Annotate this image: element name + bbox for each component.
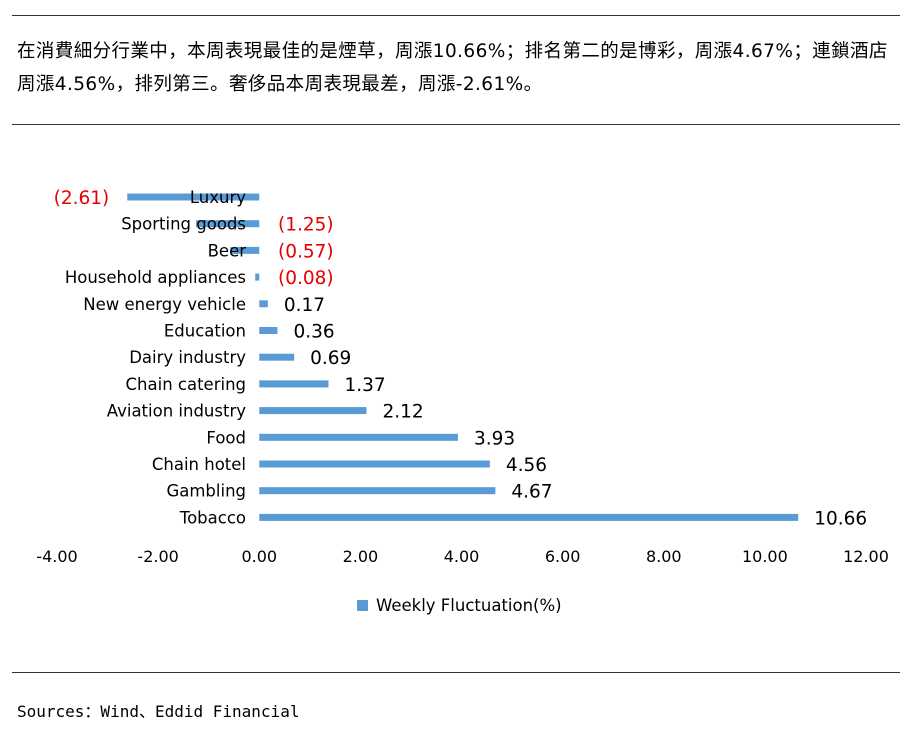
- data-label: 0.17: [284, 295, 325, 316]
- x-tick-label: 4.00: [444, 547, 480, 566]
- legend-label: Weekly Fluctuation(%): [376, 596, 562, 615]
- bars-layer: [127, 193, 799, 521]
- bar: [259, 353, 295, 361]
- data-label: (2.61): [54, 188, 110, 209]
- bar: [259, 300, 268, 308]
- category-label: New energy vehicle: [83, 295, 246, 314]
- bar: [259, 407, 367, 415]
- bar: [259, 513, 799, 521]
- bar: [230, 246, 260, 254]
- bar: [255, 273, 260, 281]
- category-label: Luxury: [190, 188, 246, 207]
- data-label: 0.36: [293, 322, 334, 343]
- bar: [259, 327, 278, 334]
- source-note: Sources：Wind、Eddid Financial: [17, 702, 300, 721]
- intro-paragraph: 在消費細分行業中，本周表現最佳的是煙草，周漲10.66%；排名第二的是博彩，周漲…: [17, 41, 888, 95]
- legend: Weekly Fluctuation(%): [357, 596, 562, 615]
- chart: Luxury Sporting goods Beer Household applia…: [36, 188, 889, 615]
- x-tick-label: 6.00: [545, 547, 581, 566]
- bar: [259, 460, 490, 468]
- data-label: 4.56: [506, 455, 547, 476]
- x-tick-label: 10.00: [742, 547, 788, 566]
- x-tick-label: 8.00: [646, 547, 682, 566]
- bar: [127, 193, 260, 201]
- category-label: Chain hotel: [152, 455, 246, 474]
- data-label: 10.66: [814, 508, 867, 529]
- data-label: (0.57): [278, 241, 334, 262]
- category-label: Food: [206, 428, 246, 447]
- category-label: Sporting goods: [121, 215, 246, 234]
- data-label: 2.12: [382, 402, 423, 423]
- category-label: Chain catering: [126, 375, 246, 394]
- bar: [259, 380, 329, 388]
- data-label: 4.67: [511, 482, 552, 503]
- bar: [259, 433, 458, 441]
- category-label: Beer: [208, 241, 247, 260]
- x-tick-label: 2.00: [343, 547, 379, 566]
- x-tick-label: -2.00: [137, 547, 178, 566]
- data-label: (1.25): [278, 215, 334, 236]
- middle-rule: [12, 124, 900, 125]
- data-label: 1.37: [345, 375, 386, 396]
- category-label: Household appliances: [65, 268, 246, 287]
- category-labels: Luxury Sporting goods Beer Household applia…: [65, 188, 246, 527]
- x-tick-label: 0.00: [241, 547, 277, 566]
- category-label: Gambling: [166, 482, 246, 501]
- x-tick-label: 12.00: [843, 547, 889, 566]
- bar: [196, 220, 260, 228]
- legend-swatch: [357, 600, 368, 611]
- x-tick-label: -4.00: [36, 547, 77, 566]
- category-label: Education: [164, 322, 246, 341]
- x-tick-labels: -4.00 -2.00 0.00 2.00 4.00 6.00 8.00 10.00 12.00: [36, 547, 889, 566]
- top-rule: [12, 15, 900, 16]
- data-label: (0.08): [278, 268, 334, 289]
- bottom-rule: [12, 672, 900, 673]
- bar: [259, 487, 496, 495]
- category-label: Tobacco: [179, 508, 246, 527]
- value-labels: (2.61) (1.25) (0.57) (0.08) 0.17 0.36 0.69 1.37…: [54, 188, 868, 529]
- category-label: Dairy industry: [129, 348, 246, 367]
- data-label: 3.93: [474, 428, 515, 449]
- category-label: Aviation industry: [107, 402, 246, 421]
- data-label: 0.69: [310, 348, 351, 369]
